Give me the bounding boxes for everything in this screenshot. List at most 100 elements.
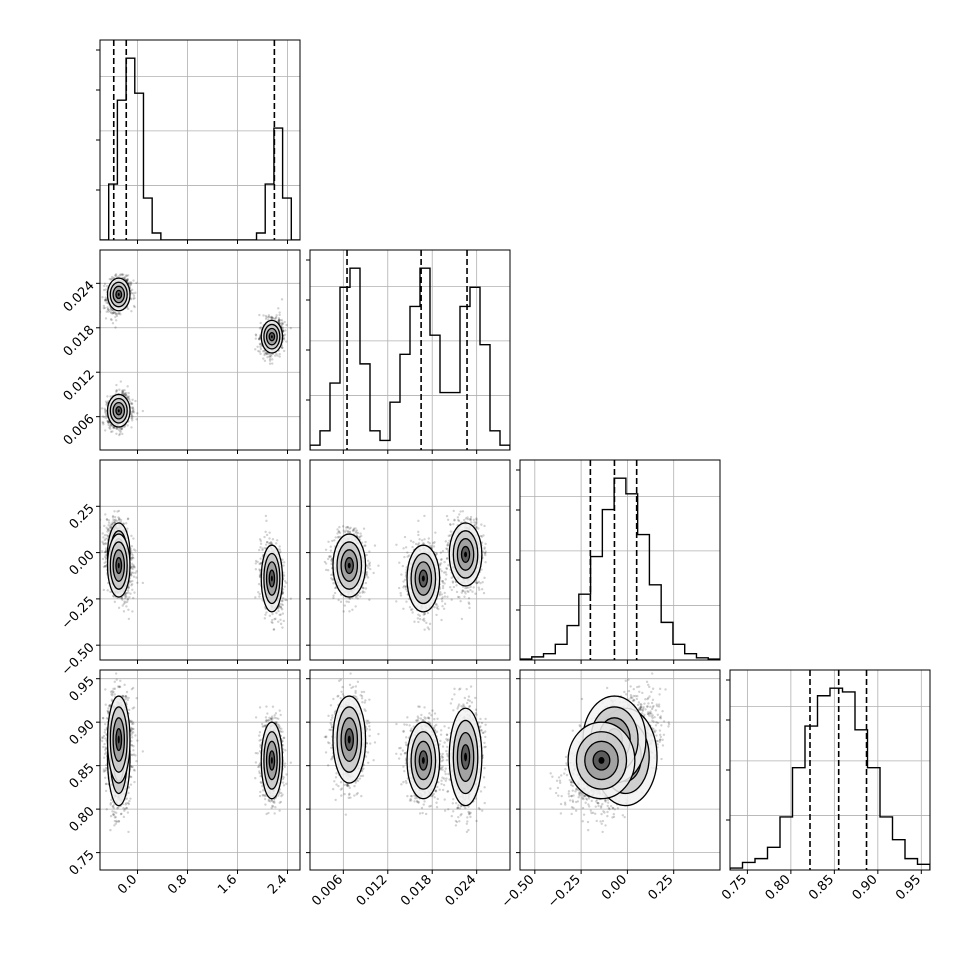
scatter-point xyxy=(114,273,118,276)
scatter-point xyxy=(107,524,110,527)
scatter-point xyxy=(104,513,107,516)
scatter-point xyxy=(114,518,117,522)
scatter-point xyxy=(109,523,113,526)
scatter-point xyxy=(101,415,105,418)
scatter-point xyxy=(118,517,121,521)
scatter-point xyxy=(275,352,278,356)
scatter-point xyxy=(106,421,110,424)
scatter-point xyxy=(104,299,107,302)
scatter-point xyxy=(122,392,125,395)
scatter-point xyxy=(125,279,129,282)
scatter-point xyxy=(111,523,114,526)
scatter-point xyxy=(280,298,284,301)
scatter-point xyxy=(114,274,118,277)
scatter-point xyxy=(254,334,258,337)
scatter-point xyxy=(122,273,125,276)
scatter-point xyxy=(276,354,279,357)
scatter-point xyxy=(129,281,132,284)
scatter-point xyxy=(257,349,260,353)
scatter-point xyxy=(269,316,273,319)
scatter-point xyxy=(130,281,133,285)
scatter-point xyxy=(113,311,117,314)
scatter-point xyxy=(103,564,107,568)
scatter-point xyxy=(113,510,116,513)
scatter-point xyxy=(110,275,114,279)
scatter-point xyxy=(107,421,111,424)
scatter-point xyxy=(132,548,136,551)
scatter-point xyxy=(101,407,104,410)
scatter-point xyxy=(105,403,108,406)
scatter-point xyxy=(270,315,273,319)
scatter-point xyxy=(113,519,116,522)
scatter-point xyxy=(268,359,272,362)
scatter-point xyxy=(130,412,133,416)
scatter-point xyxy=(127,608,130,611)
scatter-point xyxy=(104,557,108,561)
scatter-point xyxy=(135,576,138,579)
scatter-point xyxy=(106,308,110,311)
scatter-point xyxy=(264,351,268,354)
scatter-point xyxy=(277,307,280,310)
scatter-point xyxy=(117,516,120,519)
scatter-point xyxy=(112,276,116,280)
scatter-point xyxy=(119,428,123,431)
scatter-point xyxy=(127,586,130,589)
scatter-point xyxy=(104,400,108,403)
scatter-point xyxy=(259,347,263,351)
scatter-point xyxy=(110,311,113,315)
scatter-point xyxy=(259,343,262,346)
scatter-point xyxy=(115,389,118,392)
scatter-point xyxy=(269,353,273,357)
scatter-point xyxy=(258,313,261,317)
scatter-point xyxy=(124,594,128,597)
scatter-point xyxy=(280,323,284,326)
scatter-point xyxy=(104,299,107,302)
scatter-point xyxy=(118,433,121,437)
scatter-point xyxy=(106,537,109,540)
scatter-point xyxy=(103,555,107,559)
scatter-point xyxy=(136,581,139,584)
scatter-point xyxy=(268,352,271,356)
scatter-point xyxy=(121,598,124,601)
scatter-point xyxy=(107,423,110,427)
scatter-point xyxy=(132,537,135,540)
scatter-point xyxy=(105,517,109,521)
scatter-point xyxy=(277,318,281,321)
scatter-point xyxy=(109,308,113,311)
scatter-point xyxy=(266,352,269,356)
scatter-point xyxy=(267,314,271,317)
scatter-point xyxy=(104,537,107,540)
scatter-point xyxy=(124,601,127,604)
scatter-point xyxy=(126,278,129,282)
scatter-point xyxy=(115,313,118,316)
scatter-point xyxy=(131,556,134,559)
scatter-point xyxy=(132,556,135,560)
scatter-point xyxy=(116,510,119,513)
scatter-point xyxy=(131,417,134,420)
scatter-point xyxy=(125,274,128,277)
scatter-point xyxy=(278,313,281,317)
scatter-point xyxy=(106,528,110,531)
scatter-point xyxy=(102,565,106,569)
scatter-point xyxy=(110,523,114,526)
scatter-point xyxy=(108,277,111,281)
scatter-point xyxy=(107,519,111,522)
scatter-point xyxy=(131,407,135,410)
scatter-point xyxy=(109,317,113,321)
scatter-point xyxy=(106,308,110,311)
scatter-point xyxy=(108,309,111,312)
scatter-point xyxy=(278,352,281,356)
scatter-point xyxy=(120,427,123,430)
scatter-point xyxy=(104,414,108,417)
scatter-point xyxy=(103,429,107,432)
scatter-point xyxy=(121,273,124,276)
scatter-point xyxy=(109,424,113,427)
scatter-point xyxy=(107,310,110,313)
scatter-point xyxy=(131,579,134,583)
scatter-point xyxy=(105,534,109,537)
scatter-point xyxy=(129,283,132,286)
scatter-point xyxy=(109,278,113,281)
scatter-point xyxy=(130,549,133,553)
scatter-point xyxy=(119,273,122,276)
scatter-point xyxy=(128,596,131,599)
